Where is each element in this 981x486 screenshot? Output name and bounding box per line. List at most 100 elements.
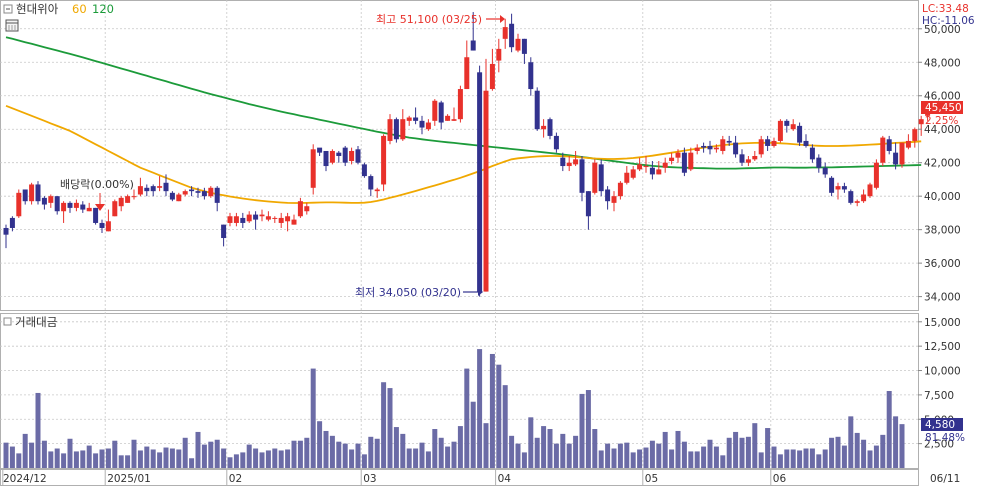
volume-bar	[195, 431, 201, 468]
candle-body	[157, 186, 163, 188]
candle-body	[61, 202, 67, 212]
candle	[509, 13, 515, 53]
candle-body	[579, 159, 585, 193]
candle-body	[221, 224, 227, 239]
candle-body	[745, 159, 751, 163]
candle	[829, 176, 835, 197]
candle-body	[400, 119, 406, 140]
candle-body	[899, 142, 905, 165]
candle	[272, 216, 278, 223]
volume-toggle-icon[interactable]	[3, 317, 12, 326]
candle	[893, 142, 899, 170]
candle	[496, 38, 502, 73]
candle	[637, 157, 643, 172]
volume-bar	[630, 452, 636, 468]
candle-body	[253, 214, 259, 220]
candle	[278, 212, 284, 228]
candle-body	[528, 62, 534, 90]
candle-body	[48, 196, 54, 203]
volume-bar	[790, 449, 796, 468]
candle	[22, 189, 28, 205]
candle-body	[150, 186, 156, 192]
volume-bar	[67, 438, 73, 468]
current-volume-value: 4,580	[925, 419, 955, 431]
candle	[861, 189, 867, 203]
volume-bar	[733, 431, 739, 468]
date-tick-label: 02	[229, 473, 242, 485]
candle-body	[464, 57, 470, 90]
volume-bar	[297, 440, 303, 468]
candle	[899, 142, 905, 168]
volume-bar	[662, 431, 668, 468]
candle-body	[189, 189, 195, 192]
candle-body	[163, 182, 169, 192]
candle-body	[553, 135, 559, 150]
volume-bar	[233, 454, 239, 468]
candle-body	[208, 187, 214, 197]
candle	[489, 48, 495, 91]
grid-lines	[0, 0, 918, 469]
candle	[905, 134, 911, 150]
calendar-icon[interactable]	[5, 19, 19, 32]
candle-body	[861, 194, 867, 202]
volume-bar	[528, 417, 534, 468]
candle	[515, 33, 521, 53]
candle	[438, 100, 444, 130]
date-tick-label: 06	[773, 473, 787, 485]
candle	[880, 135, 886, 167]
candle-body	[720, 139, 726, 151]
volume-bar	[835, 436, 841, 468]
candle-body	[829, 177, 835, 193]
volume-bar	[393, 427, 399, 468]
candle-body	[918, 119, 924, 125]
volume-legend[interactable]: 거래대금	[3, 315, 57, 329]
candle-body	[86, 207, 92, 212]
candle	[707, 140, 713, 155]
volume-bar	[598, 450, 604, 468]
candle-body	[893, 152, 899, 165]
date-tick-label: 2024/12	[3, 473, 47, 485]
candle-body	[841, 186, 847, 190]
candle-body	[22, 189, 28, 202]
candle-body	[534, 90, 540, 130]
candle-body	[387, 119, 393, 141]
current-volume-badge	[921, 418, 963, 431]
candle	[585, 191, 591, 230]
ma120-label: 120	[92, 2, 114, 16]
date-axis-labels: 2024/12 2025/01 02 03 04 05 06 06/11	[2, 469, 960, 485]
candle-body	[16, 192, 22, 217]
candle-body	[201, 191, 207, 197]
candle-body	[515, 38, 521, 51]
candle	[752, 150, 758, 162]
volume-bar	[419, 442, 425, 468]
volume-bar	[739, 437, 745, 468]
candle	[873, 159, 879, 190]
candle	[560, 152, 566, 172]
volume-bar	[131, 439, 137, 468]
candle	[656, 161, 662, 175]
candle-body	[118, 197, 124, 207]
volume-bar	[387, 388, 393, 468]
candle	[848, 189, 854, 205]
candle-body	[905, 140, 911, 148]
candle	[701, 142, 707, 153]
price-tick-label: 42,000	[924, 158, 961, 170]
candle-body	[566, 162, 572, 167]
candle-body	[240, 217, 246, 223]
candle-body	[80, 204, 86, 210]
candle	[118, 196, 124, 212]
volume-bar	[105, 448, 111, 468]
volume-bar	[457, 426, 463, 468]
volume-bar	[611, 448, 617, 468]
candle-body	[733, 142, 739, 155]
candle	[566, 156, 572, 172]
volume-tick-label: 2,500	[924, 439, 954, 451]
volume-bar	[3, 442, 9, 468]
volume-bar	[176, 449, 182, 468]
volume-bar	[112, 440, 118, 468]
price-axis-labels: 34,000 36,000 38,000 40,000 42,000 44,000 46,0…	[918, 24, 961, 304]
price-legend[interactable]: 현대위아 60 120	[3, 2, 114, 16]
volume-bar	[336, 441, 342, 468]
volume-bar	[752, 423, 758, 468]
